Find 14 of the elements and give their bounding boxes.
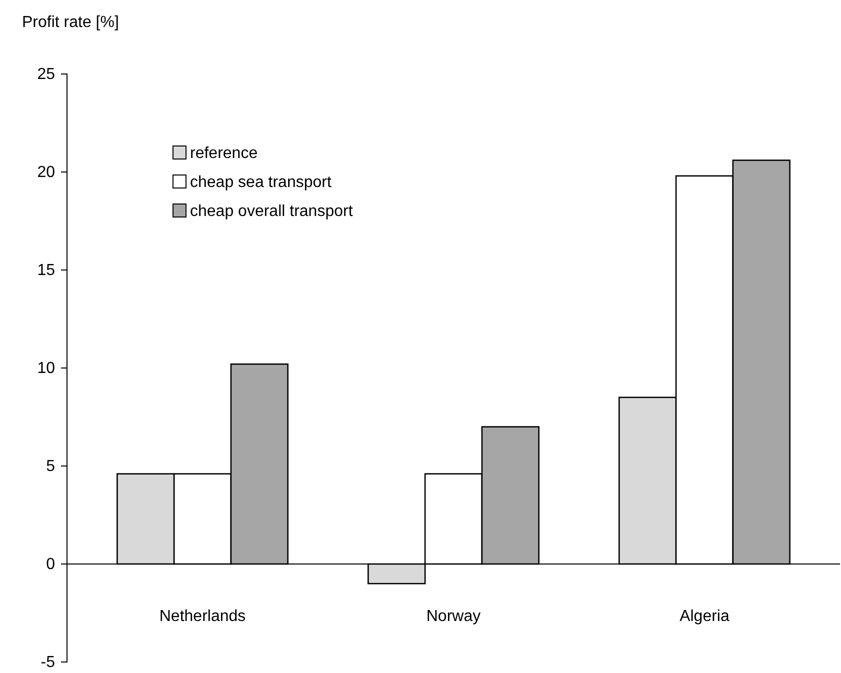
y-tick-label: 5 (46, 458, 56, 476)
y-tick-label: 0 (46, 556, 56, 574)
x-tick-label: Netherlands (159, 608, 246, 625)
y-tick-label: 10 (37, 360, 56, 378)
x-tick-label: Algeria (680, 608, 730, 625)
y-axis-title: Profit rate [%] (22, 14, 119, 31)
y-tick-label: 20 (37, 164, 56, 182)
legend-label: reference (190, 145, 258, 162)
y-tick-label: -5 (40, 654, 56, 672)
legend-label: cheap sea transport (190, 174, 332, 191)
y-tick-label: 25 (37, 66, 56, 84)
legend-label: cheap overall transport (190, 203, 354, 220)
x-tick-label: Norway (426, 608, 481, 625)
y-tick-label: 15 (37, 262, 56, 280)
